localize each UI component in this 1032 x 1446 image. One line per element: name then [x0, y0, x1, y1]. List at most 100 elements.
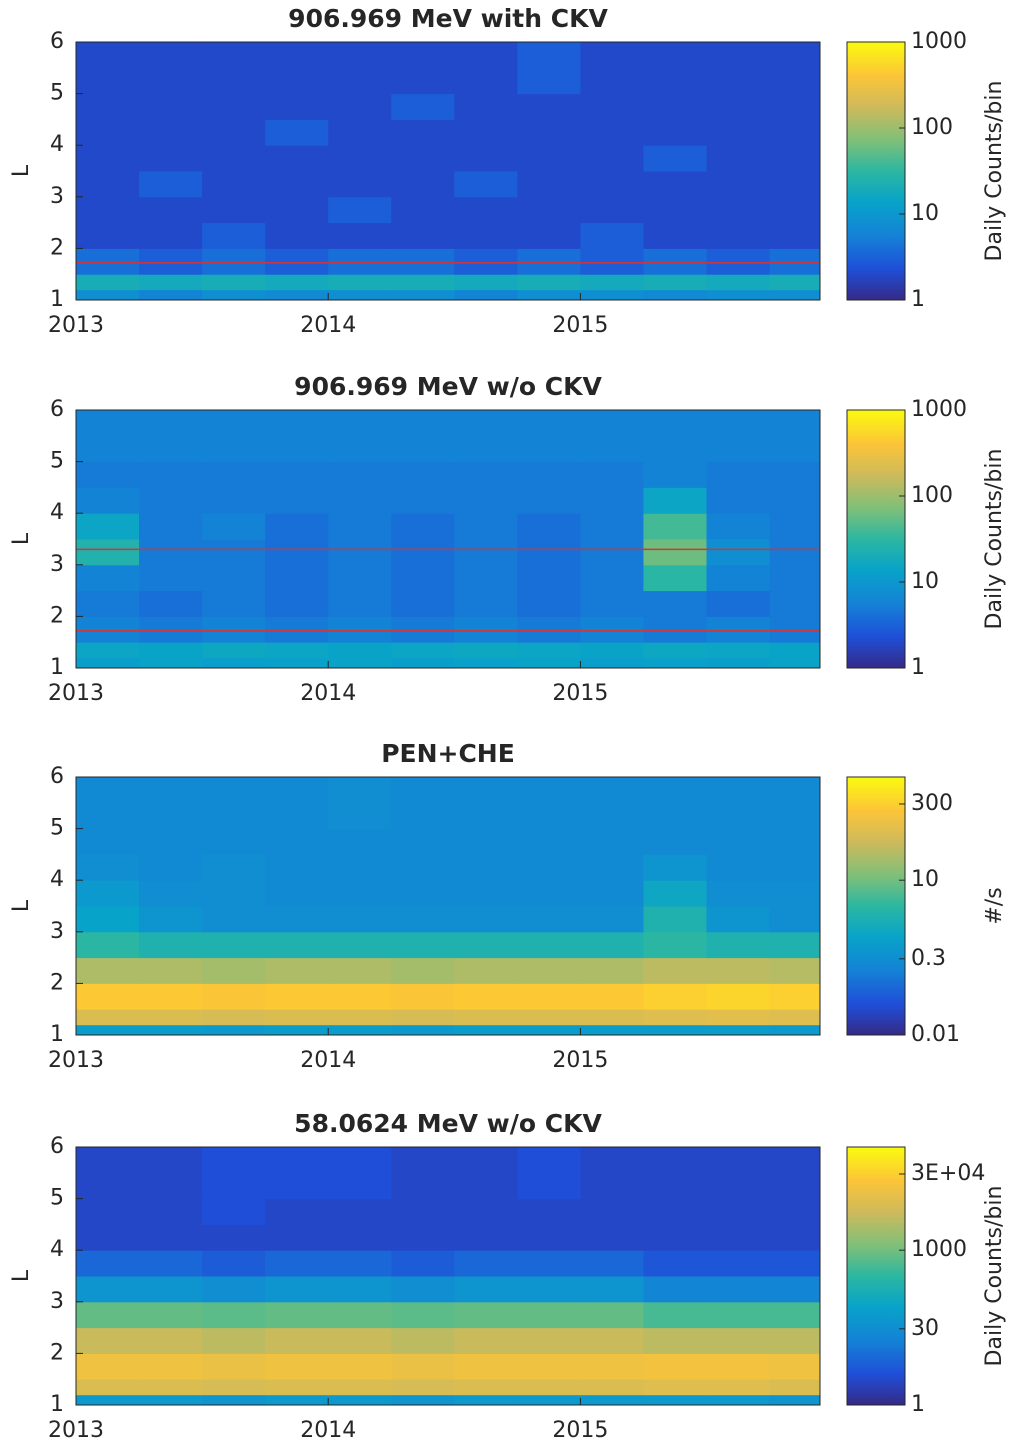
- heat-cell: [265, 642, 329, 659]
- heat-cell: [769, 1276, 821, 1303]
- heat-cell: [643, 289, 708, 301]
- heat-cell: [769, 1224, 821, 1251]
- heat-cell: [517, 461, 581, 488]
- y-tick-label: 6: [50, 1134, 64, 1159]
- heat-cell: [202, 906, 266, 933]
- heat-cell: [769, 1394, 821, 1406]
- heat-cell: [643, 1224, 708, 1251]
- y-tick-label: 4: [50, 867, 64, 892]
- heat-cell: [769, 42, 821, 95]
- heat-cell: [202, 854, 266, 881]
- plot-frame: [75, 409, 821, 669]
- heat-cell: [202, 461, 266, 488]
- heat-cell: [517, 854, 581, 881]
- y-tick-label: 1: [50, 1392, 64, 1417]
- heat-cell: [580, 1353, 644, 1380]
- heat-cell: [769, 590, 821, 617]
- heat-cell: [202, 119, 266, 146]
- x-tick-label: 2013: [48, 313, 104, 338]
- heat-cell: [454, 196, 518, 224]
- heat-cell: [76, 616, 140, 643]
- heat-cell: [265, 1353, 329, 1380]
- heat-cell: [391, 906, 455, 933]
- heat-cell: [139, 983, 203, 1010]
- heat-cell: [139, 222, 203, 249]
- heat-cell: [643, 854, 708, 881]
- heat-cell: [391, 145, 455, 172]
- heat-cell: [328, 1198, 392, 1225]
- y-tick-label: 1: [50, 287, 64, 312]
- heat-cell: [139, 1327, 203, 1354]
- heat-cell: [706, 289, 771, 301]
- colorbar-tick-label: 1: [911, 287, 925, 312]
- heat-cell: [76, 513, 140, 540]
- colorbar-tick-label: 30: [911, 1316, 939, 1341]
- heat-cell: [769, 539, 821, 566]
- heat-cell: [580, 410, 644, 463]
- y-axis-label: L: [9, 164, 34, 177]
- heat-cell: [580, 1276, 644, 1303]
- heat-cell: [265, 145, 329, 172]
- heat-cell: [139, 657, 203, 669]
- heat-cell: [706, 828, 771, 855]
- heat-cell: [643, 564, 708, 592]
- heat-cell: [328, 906, 392, 933]
- heat-cell: [139, 410, 203, 463]
- heat-cell: [265, 274, 329, 291]
- heat-cell: [706, 1024, 771, 1036]
- heat-cell: [139, 171, 203, 198]
- heat-cell: [265, 222, 329, 249]
- heat-cell: [328, 931, 392, 959]
- heat-cell: [76, 196, 140, 224]
- heat-cell: [517, 564, 581, 592]
- x-tick-label: 2015: [552, 1418, 608, 1443]
- heat-cell: [706, 93, 771, 120]
- heat-cell: [76, 1198, 140, 1225]
- heat-cell: [580, 248, 644, 275]
- heat-cell: [328, 171, 392, 198]
- heat-cell: [202, 42, 266, 95]
- heat-cell: [202, 487, 266, 514]
- heat-cell: [706, 1379, 771, 1396]
- heat-cell: [454, 1147, 518, 1200]
- heat-cell: [391, 222, 455, 249]
- colorbar-label: Daily Counts/bin: [982, 81, 1007, 262]
- heat-cell: [517, 93, 581, 120]
- heat-cell: [139, 1379, 203, 1396]
- y-tick-label: 6: [50, 29, 64, 54]
- y-tick-label: 3: [50, 919, 64, 944]
- heat-cell: [454, 42, 518, 95]
- heat-cell: [391, 564, 455, 592]
- heat-cell: [139, 1009, 203, 1026]
- heat-cell: [580, 222, 644, 249]
- panel-title: 58.0624 MeV w/o CKV: [294, 1109, 602, 1138]
- heat-cell: [265, 880, 329, 907]
- heat-cell: [643, 1009, 708, 1026]
- heat-cell: [454, 564, 518, 592]
- heat-cell: [643, 1250, 708, 1277]
- y-tick-label: 2: [50, 603, 64, 628]
- heat-cell: [580, 1009, 644, 1026]
- heat-cell: [580, 539, 644, 566]
- heat-cell: [769, 1250, 821, 1277]
- heat-cell: [769, 487, 821, 514]
- heat-cell: [139, 564, 203, 592]
- heat-cell: [706, 487, 771, 514]
- heat-cell: [139, 880, 203, 907]
- heat-cell: [454, 289, 518, 301]
- heat-cell: [517, 1276, 581, 1303]
- heat-cell: [202, 880, 266, 907]
- heat-cell: [706, 1250, 771, 1277]
- heat-cell: [265, 1224, 329, 1251]
- heat-cell: [643, 1353, 708, 1380]
- heat-cell: [265, 616, 329, 643]
- heat-cell: [391, 1276, 455, 1303]
- heat-cell: [706, 222, 771, 249]
- heat-cell: [454, 1198, 518, 1225]
- heat-cell: [454, 1353, 518, 1380]
- heat-cell: [454, 461, 518, 488]
- heat-cell: [769, 119, 821, 146]
- heat-cell: [265, 931, 329, 959]
- heat-cell: [454, 777, 518, 830]
- heat-cell: [454, 171, 518, 198]
